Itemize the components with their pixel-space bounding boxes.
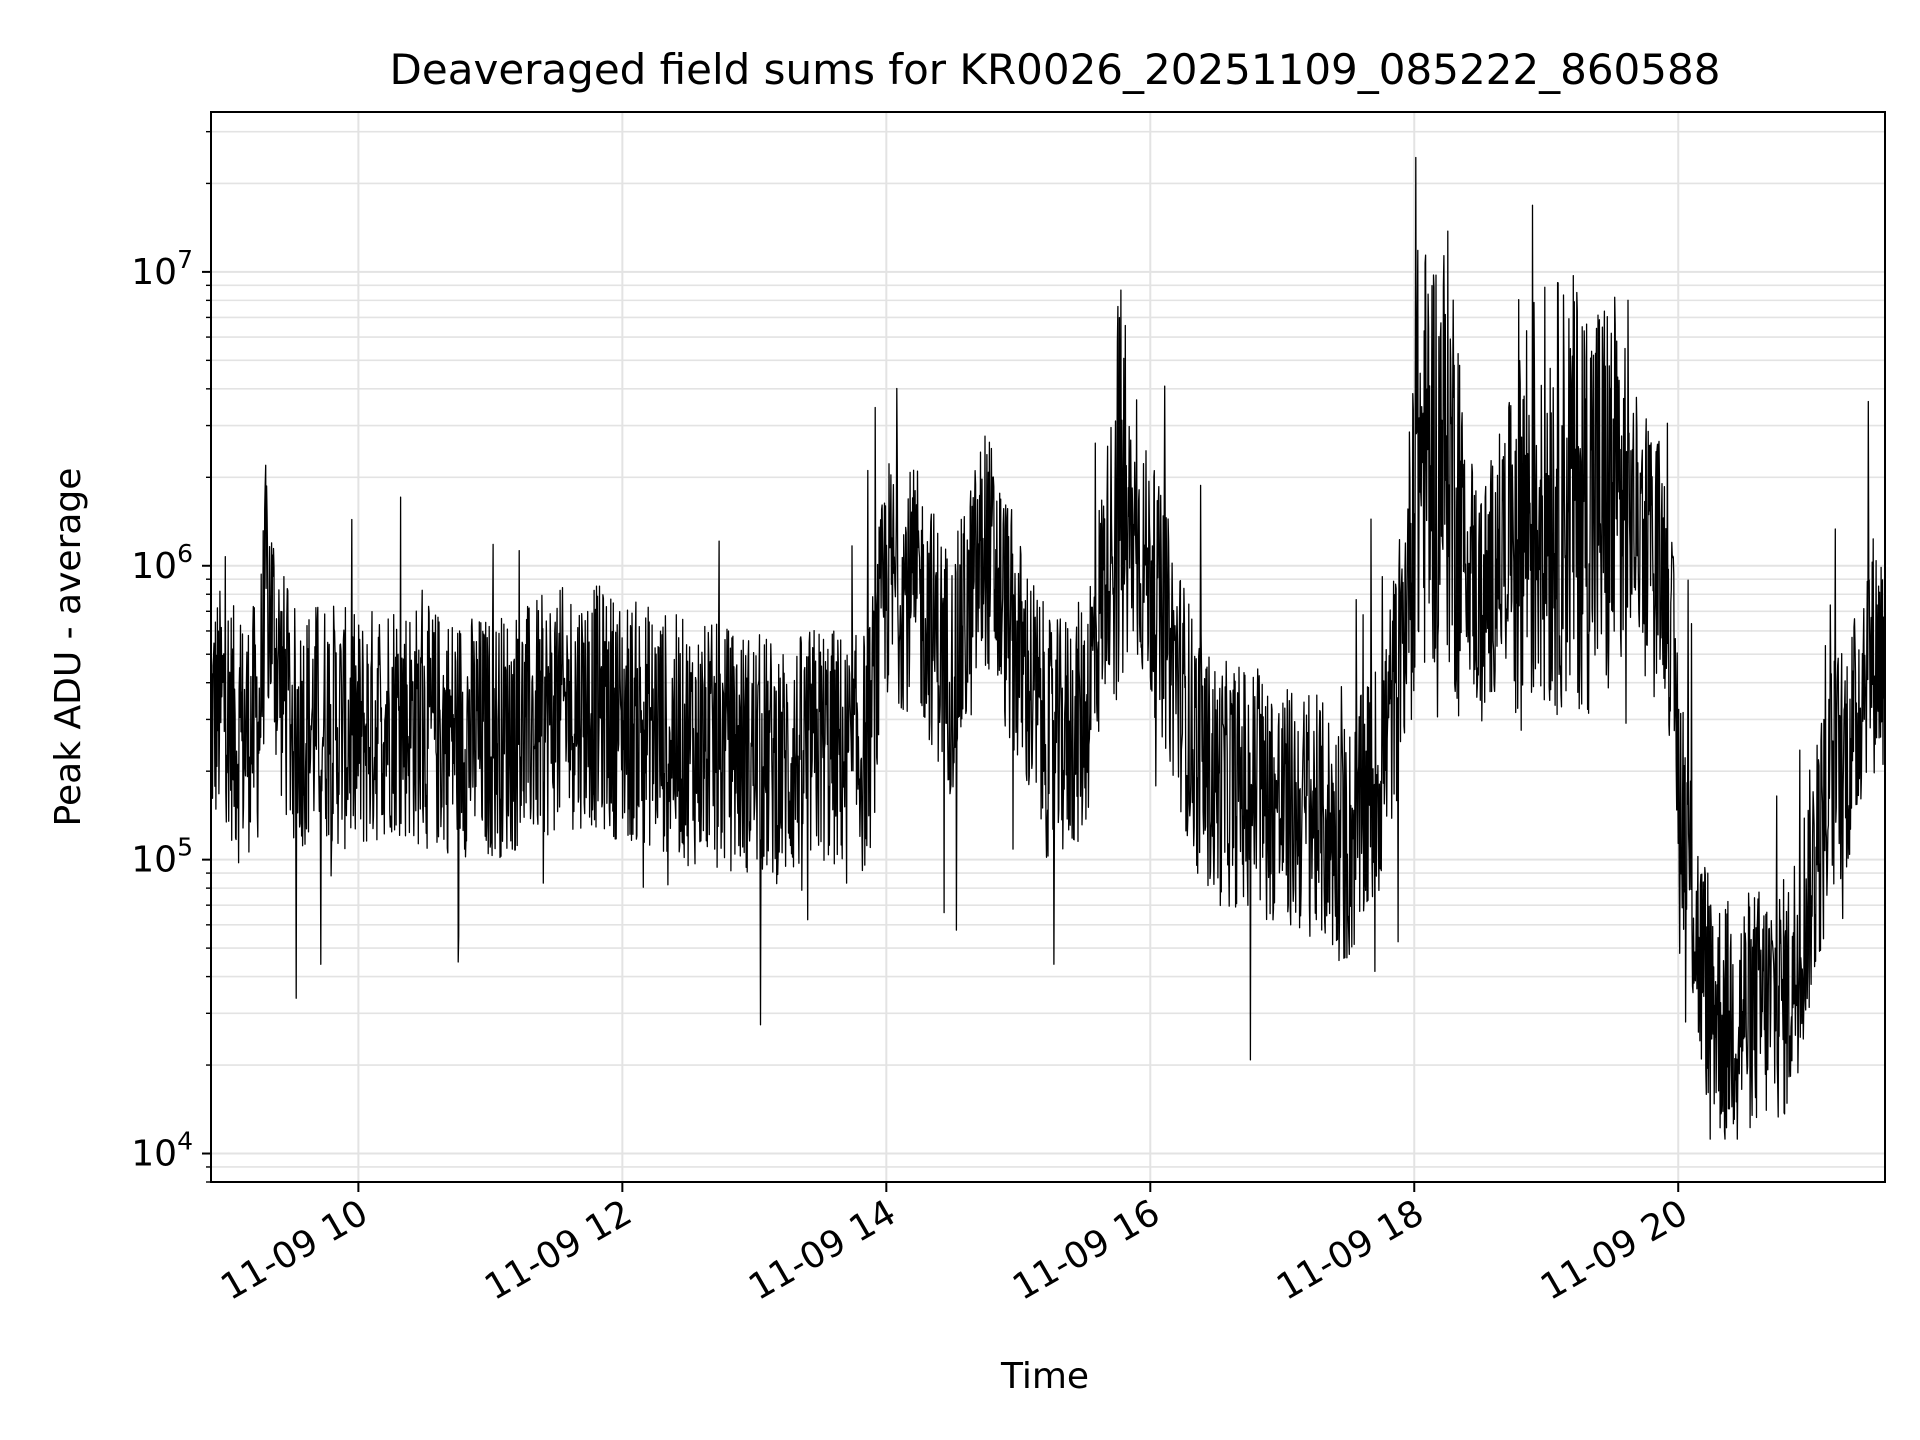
y-tick-base: 10 [131,252,177,293]
y-tick-exponent: 4 [177,1127,193,1156]
y-tick-exponent: 5 [177,833,193,862]
y-axis-label: Peak ADU - average [48,468,89,827]
series-line-group [210,156,1886,1140]
y-tick-base: 10 [131,546,177,587]
x-axis-label: Time [1000,1356,1089,1397]
chart-title: Deaveraged field sums for KR0026_2025110… [390,45,1721,94]
y-tick-label: 105 [131,833,193,881]
y-tick-label: 104 [131,1127,193,1175]
y-tick-base: 10 [131,840,177,881]
series-line [210,156,1886,1140]
y-tick-label: 107 [131,245,193,293]
y-tick-label: 106 [131,539,193,587]
y-tick-base: 10 [131,1134,177,1175]
plot-frame [210,111,1886,1183]
y-tick-exponent: 6 [177,539,193,568]
y-tick-exponent: 7 [177,245,193,274]
